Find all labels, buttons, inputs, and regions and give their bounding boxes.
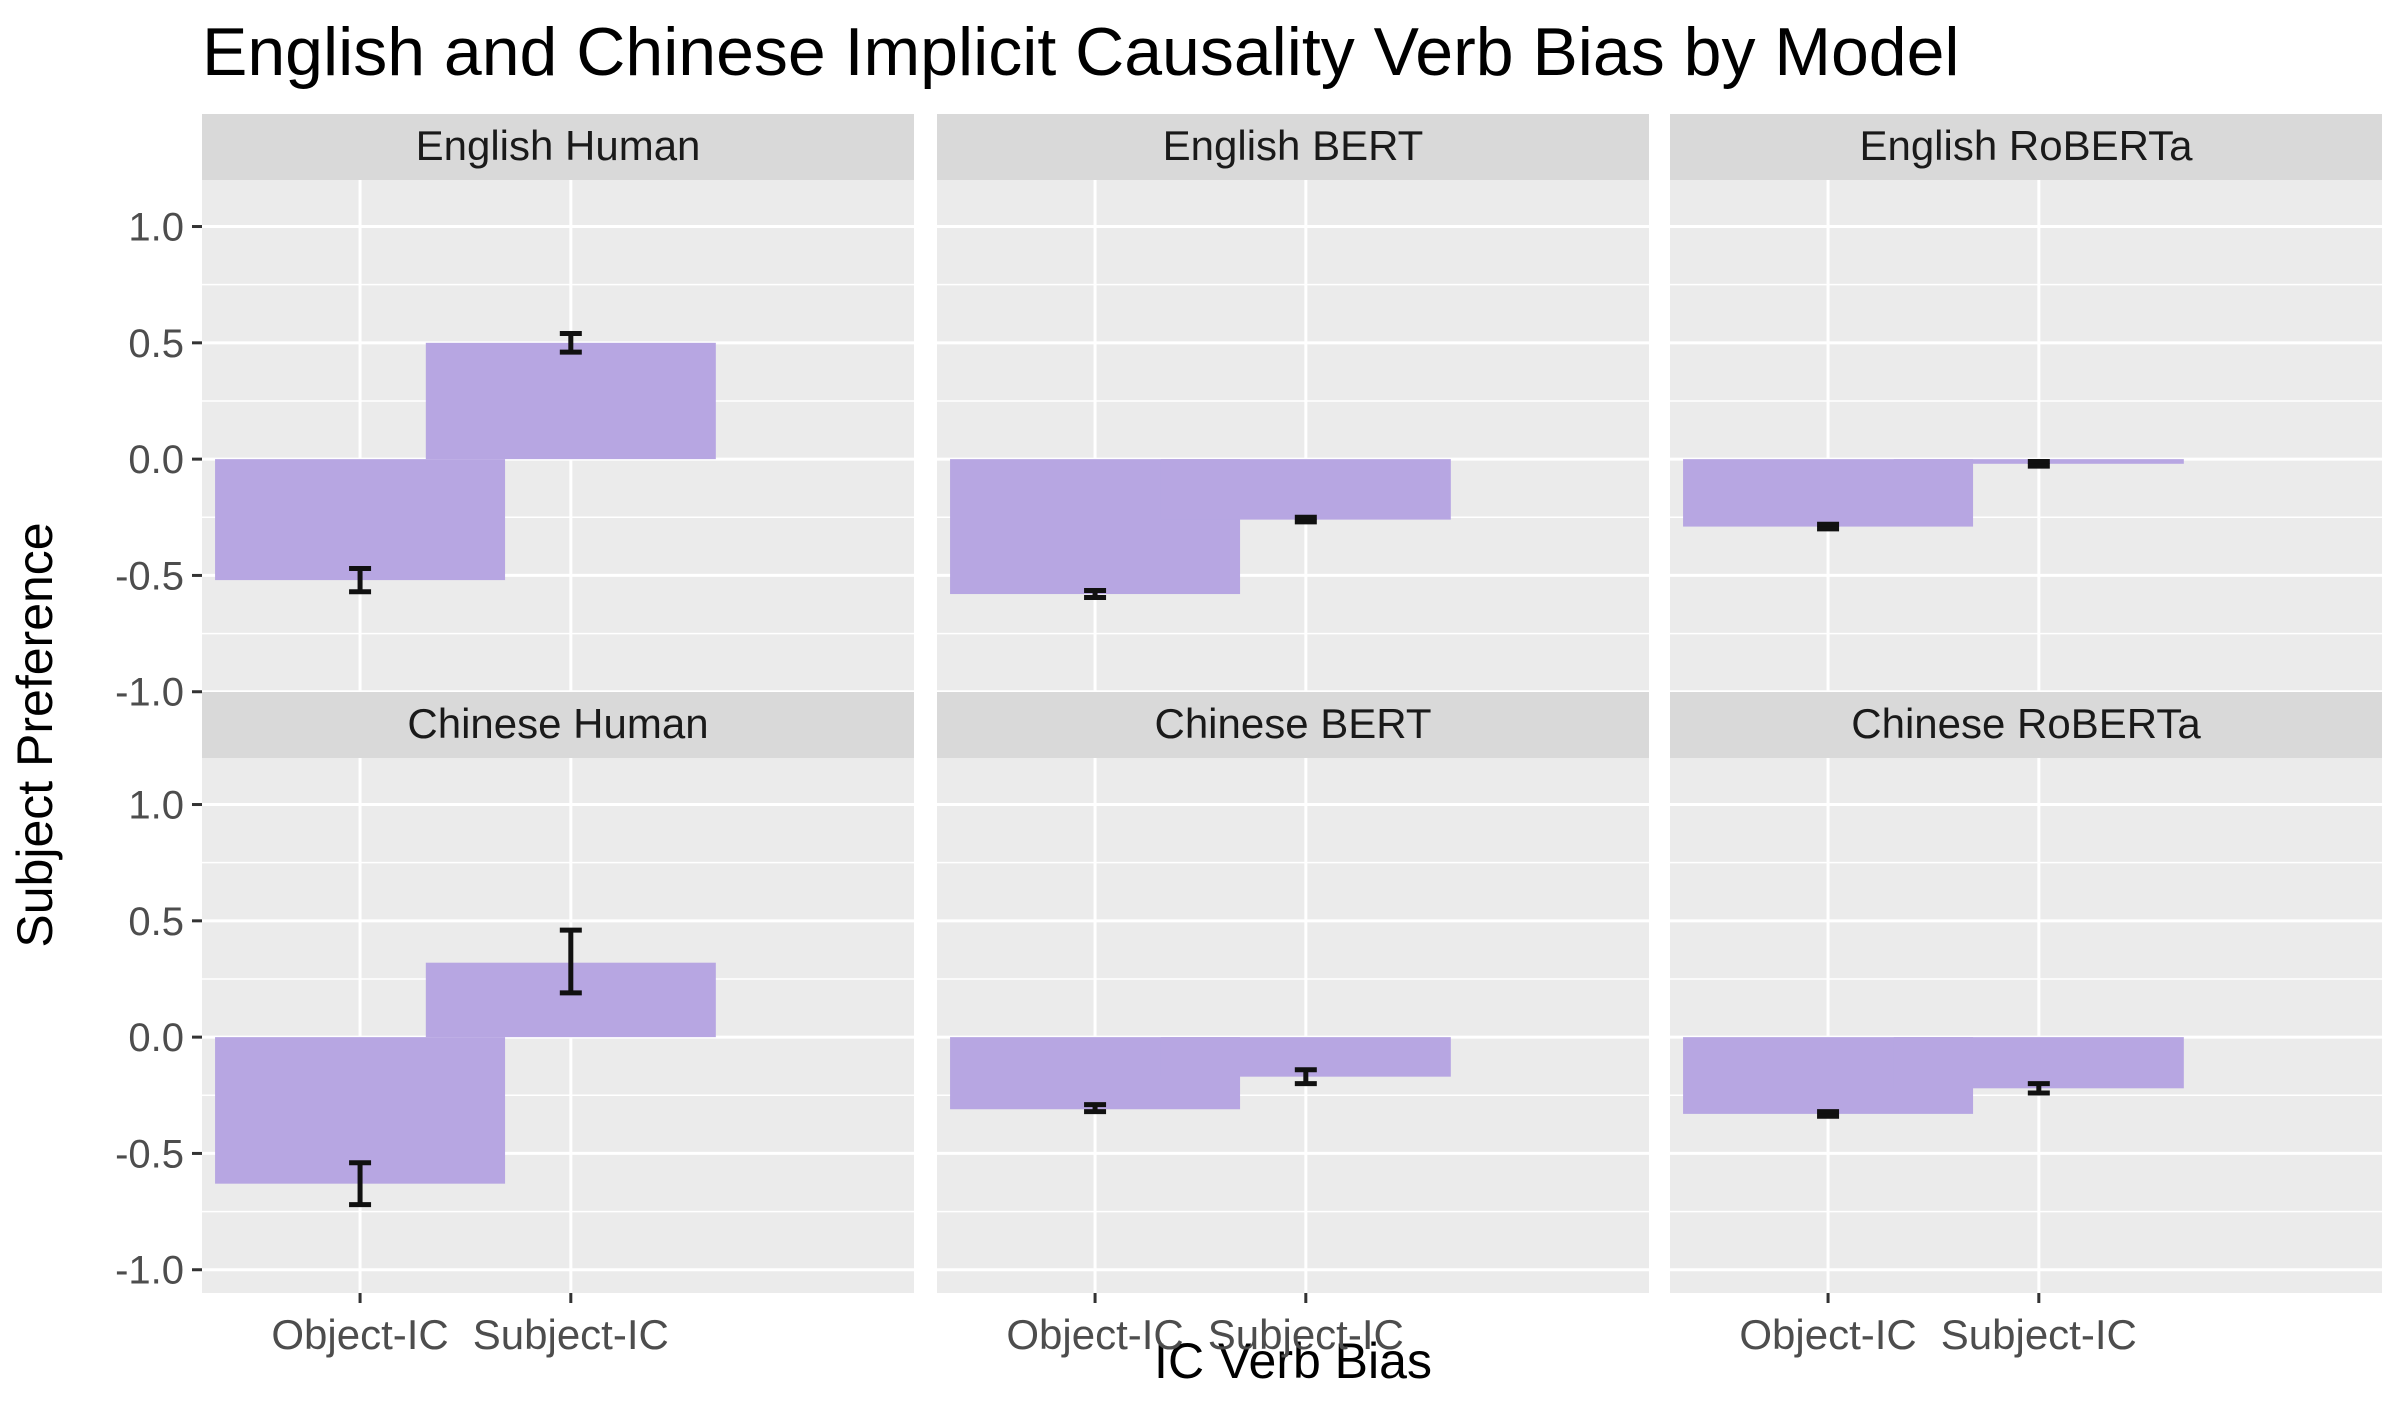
- y-tick-label: 0.5: [128, 322, 184, 366]
- error-bar: [2027, 1081, 2050, 1096]
- panel-strip-label: English Human: [416, 122, 701, 169]
- y-tick-label: -0.5: [115, 1132, 184, 1176]
- bar-subject-ic: [425, 342, 716, 460]
- panel-background: [1670, 758, 2382, 1293]
- y-axis-title: Subject Preference: [7, 522, 63, 947]
- panel-strip: [937, 692, 1649, 758]
- panel-strip-label: Chinese BERT: [1154, 700, 1431, 747]
- y-tick-label: -1.0: [115, 671, 184, 715]
- panel-strip: [1670, 692, 2382, 758]
- y-tick-label: 0.0: [128, 438, 184, 482]
- panel-background: [937, 180, 1649, 715]
- bar-subject-ic: [1160, 459, 1451, 520]
- y-tick-label: -0.5: [115, 554, 184, 598]
- panel-english-roberta: English RoBERTa: [1670, 114, 2382, 715]
- panel-strip: [202, 114, 914, 180]
- panel-english-human: English Human 1.0 0.5 0.0 -0.5 -1.0: [115, 114, 914, 715]
- chart-title: English and Chinese Implicit Causality V…: [202, 14, 1960, 90]
- facet-panels: English Human 1.0 0.5 0.0 -0.5 -1.0 English BE…: [115, 114, 2382, 1358]
- panel-strip: [1670, 114, 2382, 180]
- x-axis-title: IC Verb Bias: [1154, 1333, 1432, 1389]
- error-bar: [1294, 1067, 1317, 1087]
- panel-strip-label: English BERT: [1163, 122, 1424, 169]
- error-bar: [1084, 588, 1107, 601]
- error-bar: [559, 331, 582, 355]
- panel-strip-label: Chinese Human: [407, 700, 708, 747]
- error-bar: [1084, 1102, 1107, 1115]
- x-tick-label: Object-IC: [271, 1311, 448, 1358]
- bar-object-ic: [215, 459, 506, 581]
- x-tick-label: Subject-IC: [1941, 1311, 2137, 1358]
- panel-strip: [202, 692, 914, 758]
- y-tick-label: 1.0: [128, 206, 184, 250]
- y-tick-label: 0.5: [128, 900, 184, 944]
- x-tick-label: Subject-IC: [473, 1311, 669, 1358]
- error-bar: [349, 565, 372, 595]
- x-tick-label: Subject-IC: [1208, 1311, 1404, 1358]
- y-tick-label: 1.0: [128, 784, 184, 828]
- panel-strip-label: English RoBERTa: [1859, 122, 2193, 169]
- panel-english-bert: English BERT: [937, 114, 1649, 715]
- panel-chinese-human: Chinese Human 1.0 0.5 0.0 -0.5 -1.0 Object-IC S…: [115, 692, 914, 1358]
- x-tick-label: Object-IC: [1739, 1311, 1916, 1358]
- panel-strip: [937, 114, 1649, 180]
- bar-object-ic: [1683, 459, 1974, 527]
- error-bar: [1817, 1109, 1840, 1119]
- panel-chinese-roberta: Chinese RoBERTa Object-IC Subject-IC: [1670, 692, 2382, 1358]
- y-tick-label: 0.0: [128, 1016, 184, 1060]
- error-bar: [349, 1160, 372, 1208]
- y-tick-label: -1.0: [115, 1249, 184, 1293]
- error-bar: [1294, 514, 1317, 525]
- panel-chinese-bert: Chinese BERT Object-IC Subject-IC: [937, 692, 1649, 1358]
- panel-background: [937, 758, 1649, 1293]
- bar-object-ic: [215, 1037, 506, 1184]
- panel-background: [1670, 180, 2382, 715]
- bar-subject-ic: [1893, 1037, 2184, 1089]
- error-bar: [1817, 521, 1840, 532]
- x-tick-label: Object-IC: [1006, 1311, 1183, 1358]
- error-bar: [559, 927, 582, 996]
- error-bar: [2027, 458, 2050, 469]
- panel-strip-label: Chinese RoBERTa: [1851, 700, 2201, 747]
